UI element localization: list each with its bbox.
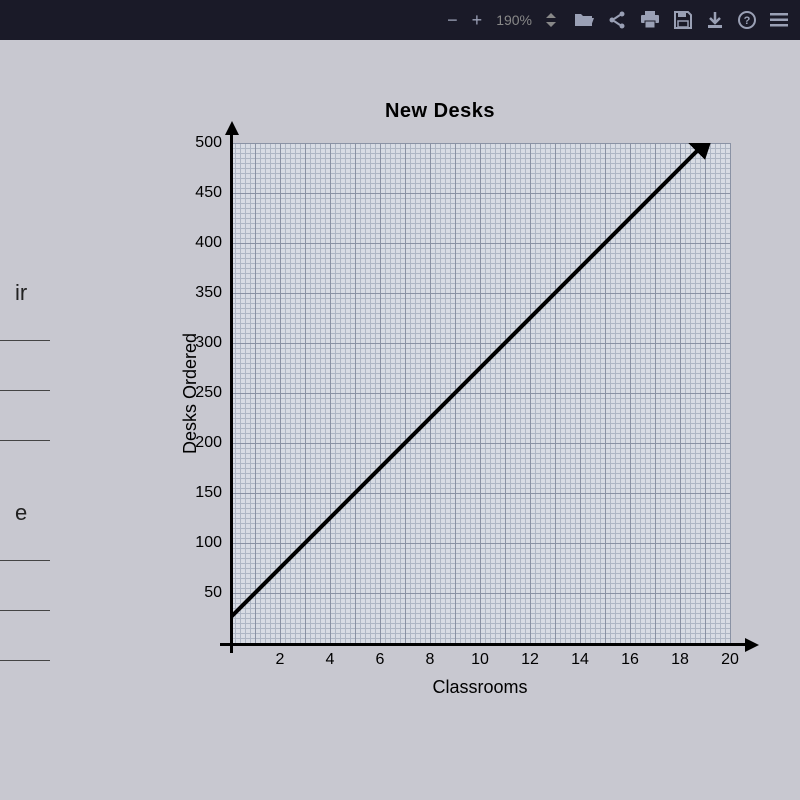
page-content: ir e New Desks Desks Ordered Classrooms … [0,40,800,800]
help-icon[interactable]: ? [738,11,756,29]
share-icon[interactable] [608,11,626,29]
x-tick-label: 6 [368,651,392,669]
zoom-in-button[interactable]: + [472,10,483,31]
x-tick-label: 10 [468,651,492,669]
x-tick-label: 20 [718,651,742,669]
x-axis-label: Classrooms [230,677,730,698]
folder-open-icon[interactable] [574,12,594,28]
chart-box: Desks Ordered Classrooms 501001502002503… [180,133,760,693]
y-tick-label: 200 [182,434,222,452]
zoom-group: − + 190% [447,10,556,31]
y-tick-label: 250 [182,384,222,402]
y-tick-label: 450 [182,184,222,202]
x-tick-label: 2 [268,651,292,669]
x-axis-arrow-icon [745,638,759,652]
print-icon[interactable] [640,11,660,29]
y-tick-label: 400 [182,234,222,252]
chart-container: New Desks Desks Ordered Classrooms 50100… [120,100,760,693]
zoom-out-button[interactable]: − [447,10,458,31]
x-tick-label: 4 [318,651,342,669]
x-tick-label: 16 [618,651,642,669]
pdf-toolbar: − + 190% ? [0,0,800,40]
y-tick-label: 350 [182,284,222,302]
zoom-dropdown-icon[interactable] [546,13,556,27]
y-tick-label: 150 [182,484,222,502]
action-group: ? [574,11,788,29]
zoom-level-label: 190% [496,12,532,28]
y-tick-label: 300 [182,334,222,352]
menu-icon[interactable] [770,13,788,27]
svg-text:?: ? [744,15,751,27]
save-icon[interactable] [674,11,692,29]
y-tick-label: 100 [182,534,222,552]
download-icon[interactable] [706,11,724,29]
x-axis-line [220,643,750,646]
y-axis-line [230,128,233,653]
y-tick-label: 500 [182,134,222,152]
y-tick-label: 50 [182,584,222,602]
chart-title: New Desks [120,100,760,123]
cropped-text-2: e [15,500,27,526]
x-tick-label: 14 [568,651,592,669]
x-tick-label: 18 [668,651,692,669]
cropped-text-1: ir [15,280,27,306]
left-cropped-text: ir e [0,60,50,800]
plot-area [230,143,730,643]
x-tick-label: 12 [518,651,542,669]
x-tick-label: 8 [418,651,442,669]
y-axis-arrow-icon [225,121,239,135]
